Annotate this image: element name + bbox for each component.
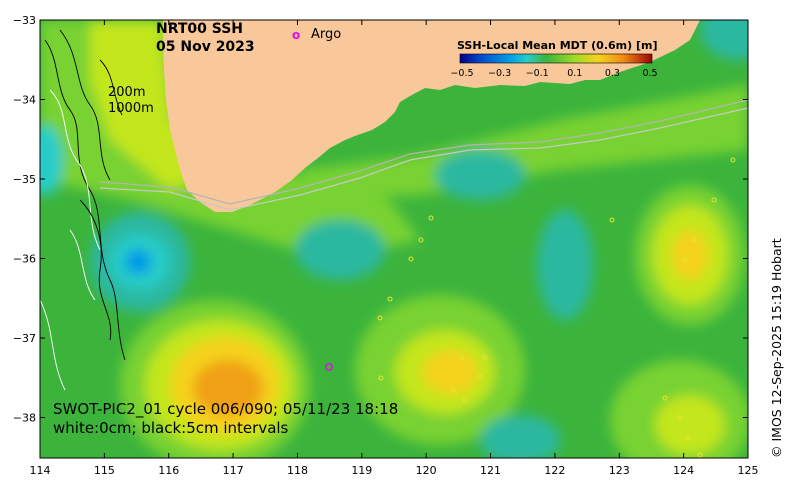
- colorbar: SSH-Local Mean MDT (0.6m) [m] −0.5 −0.3 −0…: [450, 39, 657, 79]
- y-tick-label: −34: [13, 94, 36, 107]
- y-tick-label: −36: [13, 253, 36, 266]
- colorbar-tick-label: 0.3: [605, 68, 620, 79]
- argo-legend-label: Argo: [311, 27, 341, 42]
- land-mass: [163, 20, 700, 212]
- argo-legend-symbol: o: [292, 28, 300, 42]
- isobath-200m-label: 200m: [108, 85, 145, 100]
- colorbar-title: SSH-Local Mean MDT (0.6m) [m]: [457, 39, 657, 52]
- x-tick-label: 116: [158, 464, 179, 477]
- y-axis-ticks: −33 −34 −35 −36 −37 −38: [13, 14, 748, 425]
- y-tick-label: −37: [13, 332, 36, 345]
- y-tick-label: −38: [13, 412, 36, 425]
- colorbar-gradient: [459, 53, 653, 64]
- swot-swath-contours: [40, 29, 126, 391]
- x-tick-label: 118: [287, 464, 308, 477]
- ssh-anomaly-fields: [40, 20, 748, 458]
- colorbar-tick-label: −0.1: [526, 68, 549, 79]
- colorbar-tick-label: −0.3: [488, 68, 511, 79]
- colorbar-ticks: −0.5 −0.3 −0.1 0.1 0.3 0.5: [450, 68, 657, 79]
- x-tick-label: 119: [351, 464, 372, 477]
- swot-note-line2: white:0cm; black:5cm intervals: [53, 419, 289, 437]
- argo-float-marker: [325, 363, 333, 371]
- isobath-1000m-line: [99, 99, 748, 205]
- colorbar-tick-label: 0.1: [567, 68, 582, 79]
- product-date: 05 Nov 2023: [156, 39, 255, 55]
- x-tick-label: 125: [738, 464, 759, 477]
- swot-note-line1: SWOT-PIC2_01 cycle 006/090; 05/11/23 18:…: [53, 400, 398, 419]
- x-axis-ticks: 114 115 116 117 118 119 120 121 122 123 124 125: [30, 20, 759, 477]
- product-title: NRT00 SSH: [156, 21, 243, 37]
- x-tick-label: 117: [223, 464, 244, 477]
- imos-credit: © IMOS 12-Sep-2025 15:19 Hobart: [769, 238, 784, 458]
- plot-frame: [39, 19, 749, 459]
- isobath-200m-line: [99, 107, 748, 211]
- x-tick-label: 122: [544, 464, 565, 477]
- x-tick-label: 115: [94, 464, 115, 477]
- y-tick-label: −35: [13, 173, 36, 186]
- observation-points: [377, 157, 736, 458]
- colorbar-tick-label: 0.5: [642, 68, 657, 79]
- x-tick-label: 121: [480, 464, 501, 477]
- x-tick-label: 123: [609, 464, 630, 477]
- colorbar-tick-label: −0.5: [450, 68, 473, 79]
- isobath-1000m-label: 1000m: [108, 101, 154, 116]
- plot-area: [40, 20, 748, 458]
- x-tick-label: 114: [30, 464, 51, 477]
- y-tick-label: −33: [13, 14, 36, 27]
- x-tick-label: 124: [673, 464, 694, 477]
- x-tick-label: 120: [416, 464, 437, 477]
